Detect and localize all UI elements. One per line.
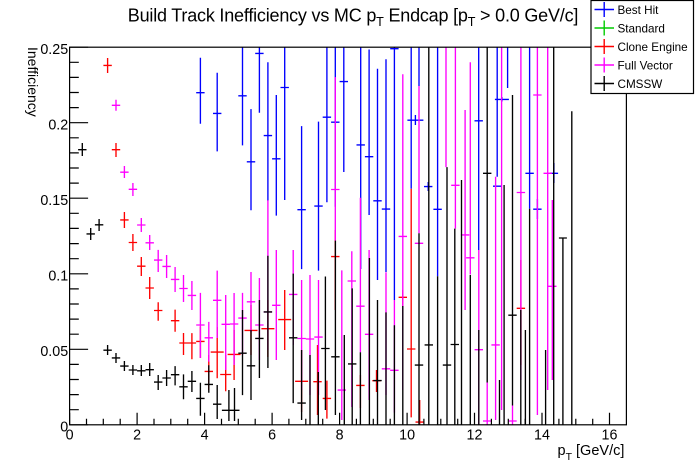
svg-text:Full Vector: Full Vector [618, 59, 673, 72]
svg-text:2: 2 [133, 428, 141, 444]
svg-text:0: 0 [66, 428, 74, 444]
svg-text:6: 6 [268, 428, 276, 444]
svg-text:CMSSW: CMSSW [618, 78, 663, 91]
svg-text:0: 0 [60, 419, 68, 435]
svg-text:0.15: 0.15 [40, 193, 68, 209]
svg-text:12: 12 [467, 428, 483, 444]
svg-text:16: 16 [602, 428, 618, 444]
svg-text:Standard: Standard [618, 22, 665, 35]
svg-text:0.2: 0.2 [48, 117, 68, 133]
svg-text:Build Track Inefficiency vs MC: Build Track Inefficiency vs MC pT Endcap… [128, 5, 578, 29]
svg-text:14: 14 [534, 428, 550, 444]
svg-text:Inefficiency: Inefficiency [25, 47, 41, 117]
svg-text:pT [GeV/c]: pT [GeV/c] [558, 443, 625, 463]
svg-text:Best Hit: Best Hit [618, 4, 660, 17]
svg-text:0.1: 0.1 [48, 268, 68, 284]
svg-text:10: 10 [399, 428, 415, 444]
svg-text:0.05: 0.05 [40, 344, 68, 360]
svg-text:Clone Engine: Clone Engine [618, 41, 688, 54]
svg-text:8: 8 [336, 428, 344, 444]
svg-text:4: 4 [201, 428, 209, 444]
svg-text:0.25: 0.25 [40, 42, 68, 58]
